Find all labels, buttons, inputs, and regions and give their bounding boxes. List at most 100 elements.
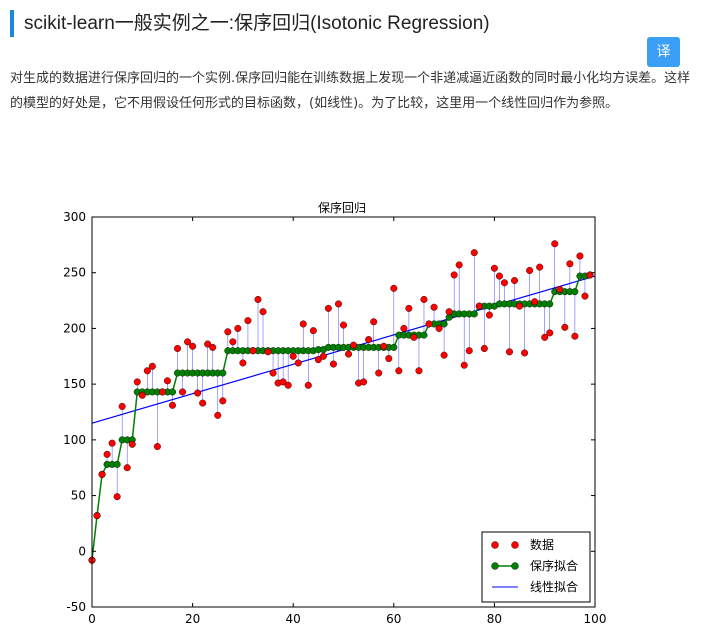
- data-point: [234, 324, 242, 332]
- y-tick-label: 50: [71, 489, 86, 503]
- y-tick-label: 250: [63, 266, 86, 280]
- data-point: [561, 323, 569, 331]
- article-description: 对生成的数据进行保序回归的一个实例.保序回归能在训练数据上发现一个非递减逼近函数…: [10, 71, 691, 111]
- data-point: [430, 303, 438, 311]
- isotonic-point: [420, 331, 428, 339]
- y-tick-label: 100: [63, 433, 86, 447]
- data-point: [450, 271, 458, 279]
- isotonic-point: [571, 288, 579, 296]
- data-point: [516, 302, 524, 310]
- data-point: [556, 285, 564, 293]
- residual-lines: [106, 243, 586, 497]
- data-point: [244, 317, 252, 325]
- isotonic-fit-layer: [88, 271, 594, 564]
- data-point: [410, 333, 418, 341]
- data-point: [324, 304, 332, 312]
- data-point: [470, 249, 478, 257]
- data-point: [546, 329, 554, 337]
- data-point: [425, 320, 433, 328]
- data-point: [168, 401, 176, 409]
- translate-button[interactable]: 译: [647, 37, 680, 67]
- data-point: [254, 295, 262, 303]
- data-point: [118, 402, 126, 410]
- data-point: [345, 350, 353, 358]
- data-point: [521, 349, 529, 357]
- article-title-bar: scikit-learn一般实例之一:保序回归(Isotonic Regress…: [10, 10, 490, 37]
- legend-marker-isotonic: [511, 562, 519, 570]
- x-tick-label: 100: [584, 612, 607, 626]
- data-point: [289, 352, 297, 360]
- data-point: [148, 362, 156, 370]
- data-point: [224, 328, 232, 336]
- plot-frame: [91, 216, 596, 608]
- data-point: [500, 279, 508, 287]
- page-title: scikit-learn一般实例之一:保序回归(Isotonic Regress…: [24, 13, 490, 34]
- data-point: [531, 298, 539, 306]
- data-point: [209, 343, 217, 351]
- data-point: [365, 336, 373, 344]
- data-point: [541, 333, 549, 341]
- data-point: [143, 367, 151, 375]
- data-point: [460, 361, 468, 369]
- data-point: [239, 359, 247, 367]
- isotonic-point: [470, 310, 478, 318]
- data-point: [259, 308, 267, 316]
- data-point: [586, 271, 594, 279]
- y-tick-label: -50: [66, 600, 86, 614]
- data-point: [174, 344, 182, 352]
- data-point: [123, 464, 131, 472]
- data-point: [395, 367, 403, 375]
- isotonic-point: [546, 300, 554, 308]
- data-point: [475, 302, 483, 310]
- data-point: [98, 470, 106, 478]
- data-point: [309, 327, 317, 335]
- data-point: [435, 324, 443, 332]
- data-point: [299, 320, 307, 328]
- data-point: [485, 311, 493, 319]
- data-point: [390, 284, 398, 292]
- data-point: [576, 252, 584, 260]
- isotonic-point: [219, 369, 227, 377]
- data-point: [294, 359, 302, 367]
- x-tick-label: 40: [286, 612, 301, 626]
- x-tick-label: 0: [88, 612, 96, 626]
- data-point: [319, 352, 327, 360]
- isotonic-point: [113, 460, 121, 468]
- data-point: [566, 260, 574, 268]
- data-point: [455, 261, 463, 269]
- data-point: [415, 367, 423, 375]
- y-tick-label: 300: [63, 210, 86, 224]
- data-point: [279, 378, 287, 386]
- data-point: [138, 391, 146, 399]
- data-point: [380, 342, 388, 350]
- data-point: [440, 351, 448, 359]
- x-tick-label: 60: [386, 612, 401, 626]
- data-point: [93, 512, 101, 520]
- data-point: [405, 304, 413, 312]
- data-point: [108, 439, 116, 447]
- data-point: [495, 272, 503, 280]
- legend: 数据 保序拟合 线性拟合: [481, 531, 591, 603]
- data-point: [511, 277, 519, 285]
- isotonic-fit-line: [91, 274, 591, 561]
- data-point: [551, 240, 559, 248]
- chart-figure: 保序回归 0 20 40 60 80 100 -50 0 50 100 150 200 250 300 数…: [40, 195, 620, 635]
- data-point: [581, 292, 589, 300]
- legend-label-linear: 线性拟合: [530, 579, 578, 594]
- legend-marker-data: [511, 541, 519, 549]
- data-point: [385, 355, 393, 363]
- data-point: [400, 324, 408, 332]
- y-tick-label: 150: [63, 377, 86, 391]
- data-point: [194, 389, 202, 397]
- data-point: [249, 347, 257, 355]
- data-point: [329, 360, 337, 368]
- y-tick-label: 200: [63, 321, 86, 335]
- data-point: [284, 381, 292, 389]
- data-point: [360, 378, 368, 386]
- chart-title: 保序回归: [318, 200, 366, 215]
- data-points-layer: [88, 240, 594, 564]
- data-point: [128, 440, 136, 448]
- data-point: [375, 369, 383, 377]
- data-point: [571, 332, 579, 340]
